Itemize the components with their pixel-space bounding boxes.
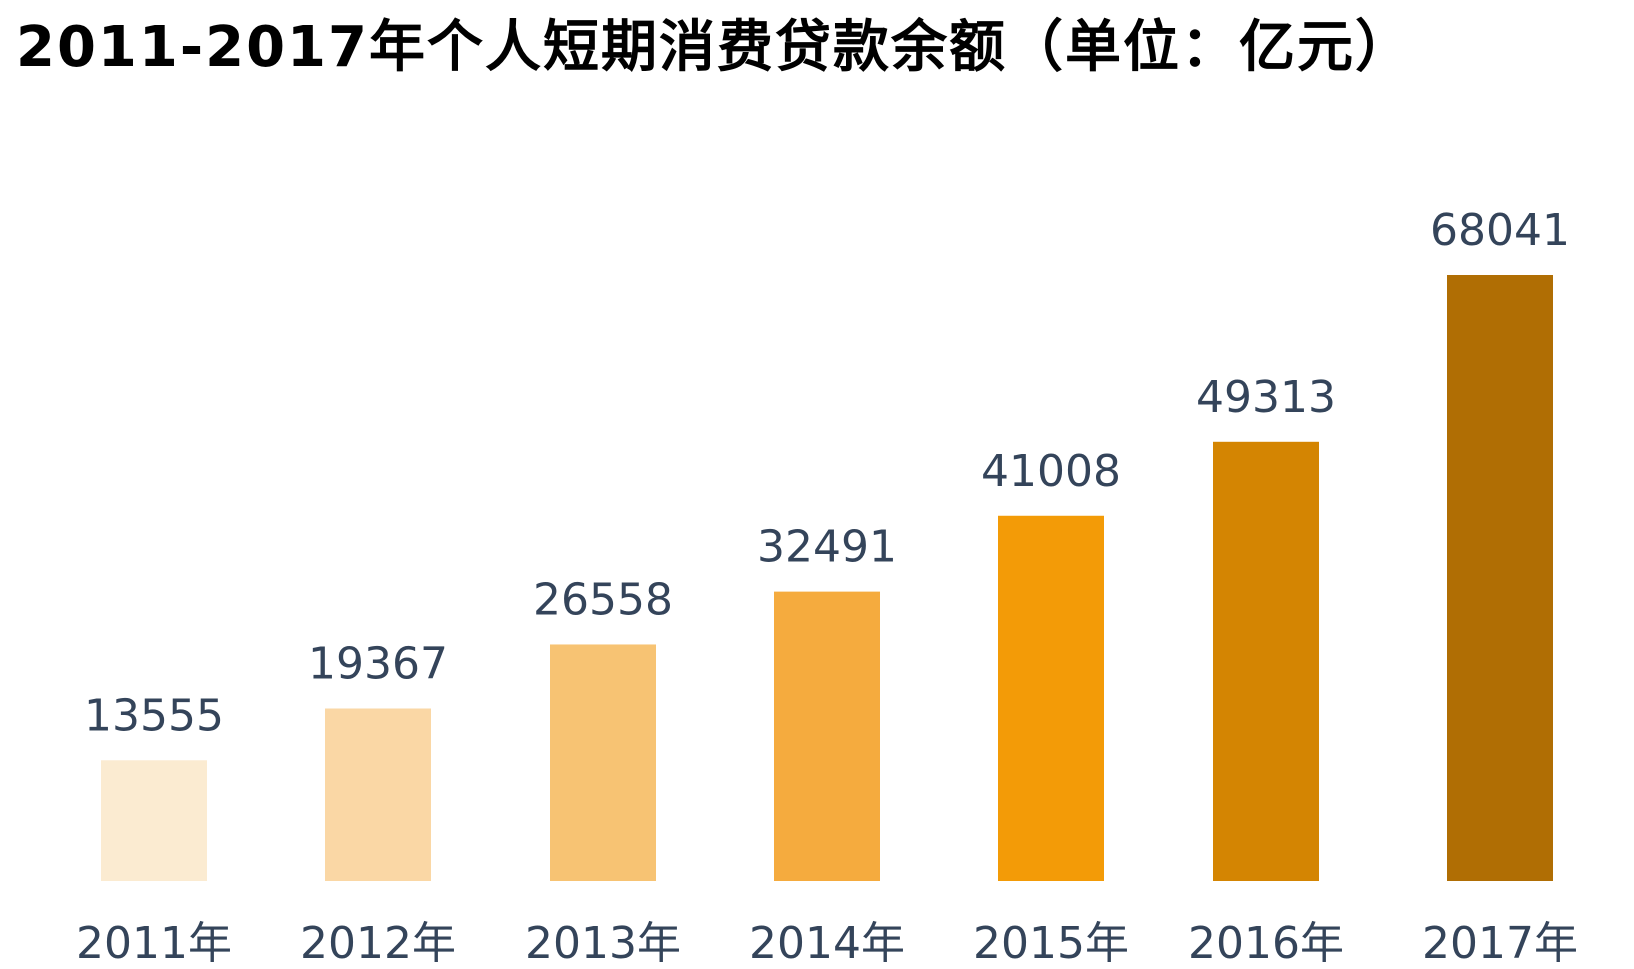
chart-title: 2011-2017年个人短期消费贷款余额（单位：亿元）: [16, 15, 1413, 80]
value-label-2: 26558: [533, 574, 673, 625]
bar-3: [774, 591, 880, 881]
bar-2: [550, 644, 656, 881]
category-label-6: 2017年: [1422, 918, 1578, 969]
value-label-1: 19367: [308, 639, 448, 690]
bar-6: [1447, 275, 1553, 881]
value-label-6: 68041: [1430, 205, 1570, 256]
bar-4: [998, 515, 1104, 881]
bar-1: [325, 708, 431, 881]
value-label-5: 49313: [1196, 372, 1336, 423]
category-label-0: 2011年: [76, 918, 232, 969]
bar-5: [1213, 441, 1319, 881]
category-label-3: 2014年: [749, 918, 905, 969]
category-label-2: 2013年: [525, 918, 681, 969]
bar-0: [101, 760, 207, 881]
category-label-5: 2016年: [1188, 918, 1344, 969]
value-label-4: 41008: [981, 446, 1121, 497]
category-label-4: 2015年: [973, 918, 1129, 969]
category-label-1: 2012年: [300, 918, 456, 969]
value-label-3: 32491: [757, 522, 897, 573]
value-label-0: 13555: [84, 690, 224, 741]
